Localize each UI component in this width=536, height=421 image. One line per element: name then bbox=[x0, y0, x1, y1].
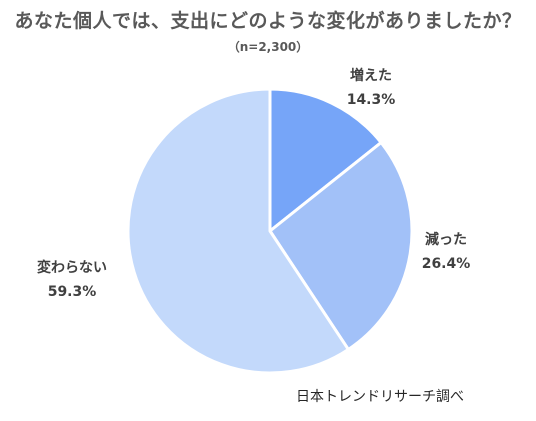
pie-slice-decreased bbox=[268, 141, 414, 351]
slice-label-increased: 増えた bbox=[350, 67, 392, 84]
pie-slice-increased bbox=[268, 87, 383, 233]
slice-value-increased: 14.3% bbox=[347, 92, 396, 108]
slice-value-decreased: 26.4% bbox=[422, 256, 471, 272]
slice-value-unchanged: 59.3% bbox=[48, 284, 97, 300]
pie-slice-unchanged bbox=[126, 87, 350, 375]
pie-labels: 増えた 14.3% 減った 26.4% 変わらない 59.3% bbox=[37, 67, 470, 300]
source-note: 日本トレンドリサーチ調べ bbox=[296, 389, 464, 405]
slice-label-unchanged: 変わらない bbox=[37, 259, 107, 276]
slice-label-decreased: 減った bbox=[425, 231, 467, 248]
pie-slices bbox=[126, 87, 414, 375]
chart-subtitle: （n=2,300） bbox=[227, 40, 309, 54]
chart-title: あなた個人では、支出にどのような変化がありましたか？ bbox=[14, 10, 522, 32]
